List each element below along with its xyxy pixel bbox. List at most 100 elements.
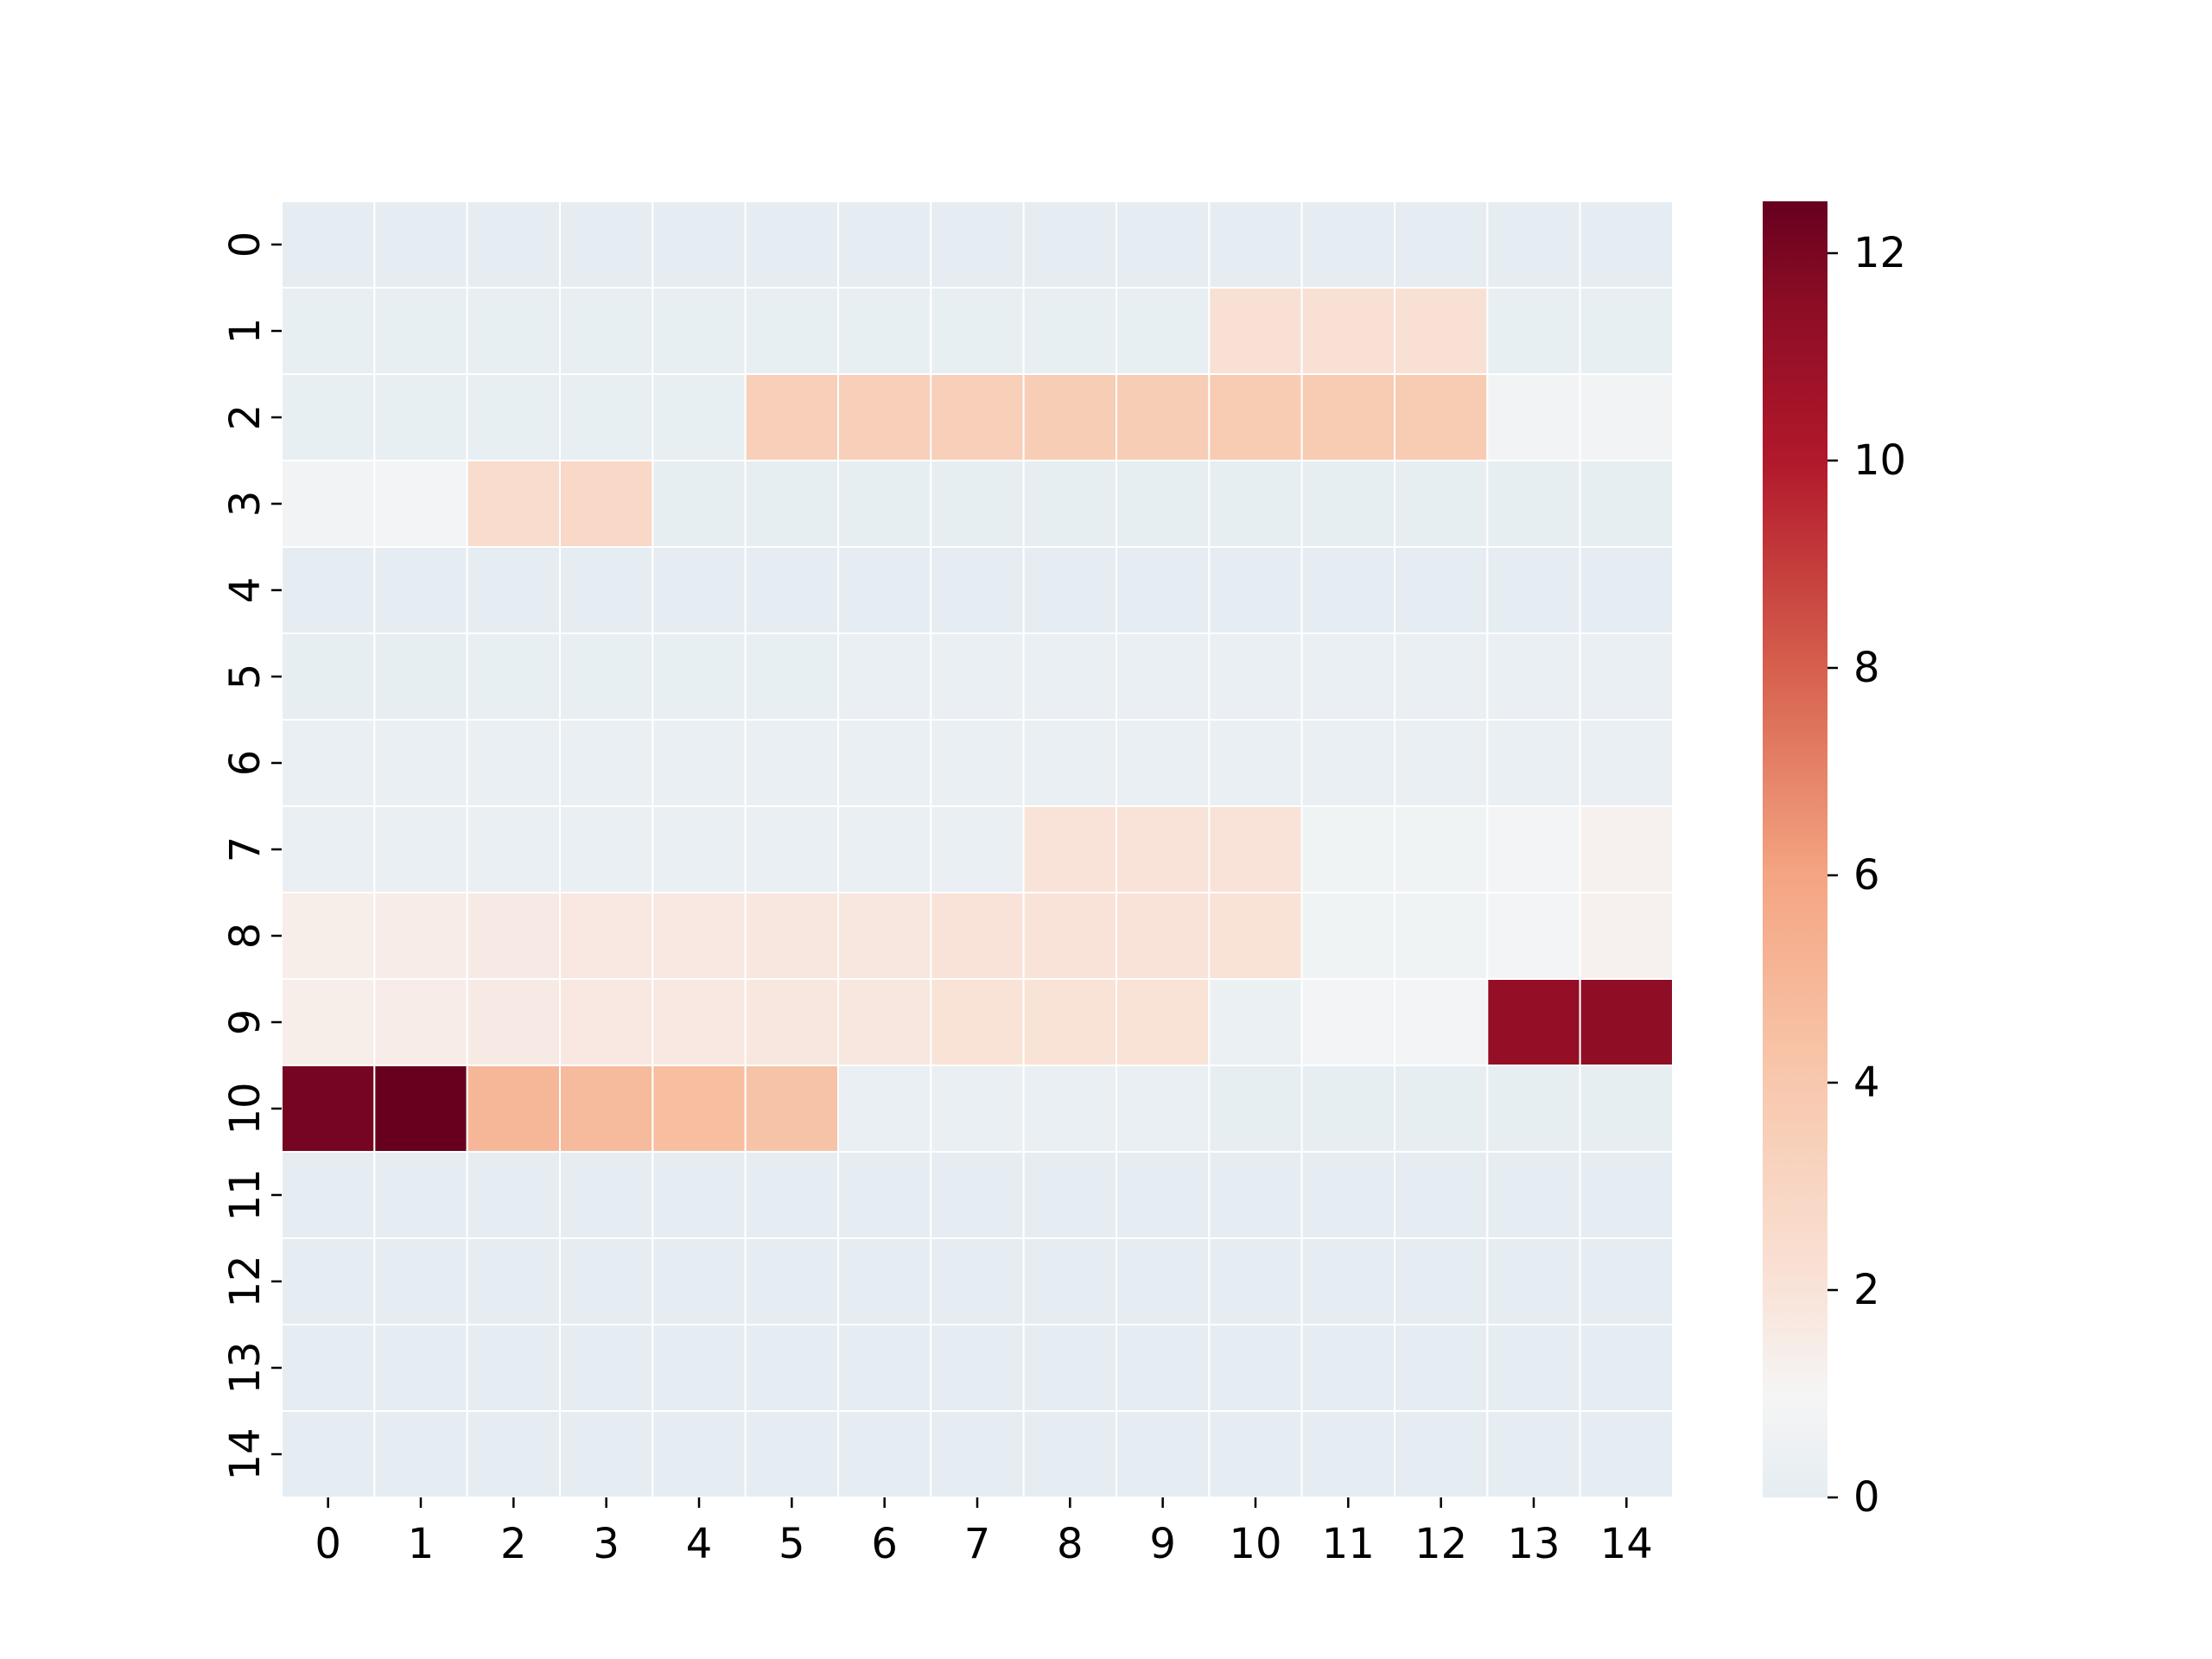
heatmap-cell-r3-c14: [1579, 460, 1674, 548]
heatmap-cell-r11-c9: [1116, 1151, 1211, 1239]
heatmap-cell-r7-c11: [1300, 805, 1395, 893]
heatmap-cell-r2-c12: [1394, 373, 1489, 461]
heatmap-cell-r6-c7: [930, 719, 1025, 807]
heatmap-cell-r2-c13: [1486, 373, 1581, 461]
heatmap-cell-r1-c8: [1022, 287, 1117, 375]
heatmap-cell-r14-c8: [1022, 1410, 1117, 1498]
heatmap-cell-r0-c6: [837, 200, 932, 289]
heatmap-cell-r0-c10: [1208, 200, 1303, 289]
heatmap-cell-r7-c1: [373, 805, 468, 893]
heatmap-cell-r14-c5: [744, 1410, 840, 1498]
heatmap-cell-r6-c4: [652, 719, 747, 807]
heatmap-cell-r9-c6: [837, 978, 932, 1066]
heatmap-cell-r9-c3: [559, 978, 654, 1066]
heatmap-cell-r1-c7: [930, 287, 1025, 375]
heatmap-cell-r13-c13: [1486, 1324, 1581, 1412]
heatmap-cell-r11-c4: [652, 1151, 747, 1239]
heatmap-cell-r13-c10: [1208, 1324, 1303, 1412]
heatmap-cell-r4-c4: [652, 546, 747, 634]
heatmap-cell-r10-c12: [1394, 1065, 1489, 1153]
x-tick-label-14: 14: [1600, 1520, 1653, 1568]
heatmap-cell-r2-c10: [1208, 373, 1303, 461]
heatmap-cell-r2-c3: [559, 373, 654, 461]
heatmap-cell-r5-c10: [1208, 632, 1303, 721]
heatmap-cell-r14-c12: [1394, 1410, 1489, 1498]
heatmap-cell-r13-c9: [1116, 1324, 1211, 1412]
heatmap-cell-r13-c4: [652, 1324, 747, 1412]
heatmap-cell-r2-c14: [1579, 373, 1674, 461]
heatmap-cell-r12-c0: [281, 1237, 376, 1325]
heatmap-cell-r11-c10: [1208, 1151, 1303, 1239]
heatmap-cell-r10-c6: [837, 1065, 932, 1153]
heatmap-cell-r6-c9: [1116, 719, 1211, 807]
heatmap-cell-r4-c12: [1394, 546, 1489, 634]
heatmap-cell-r1-c2: [466, 287, 562, 375]
heatmap-cell-r3-c13: [1486, 460, 1581, 548]
heatmap-cell-r3-c5: [744, 460, 840, 548]
heatmap-cell-r10-c0: [281, 1065, 376, 1153]
heatmap-cell-r5-c7: [930, 632, 1025, 721]
heatmap-cell-r7-c3: [559, 805, 654, 893]
y-tick-label-1: 1: [221, 318, 270, 345]
heatmap-cell-r11-c8: [1022, 1151, 1117, 1239]
heatmap-cell-r4-c5: [744, 546, 840, 634]
heatmap-cell-r7-c7: [930, 805, 1025, 893]
heatmap-cells: [281, 200, 1674, 1498]
heatmap-cell-r2-c7: [930, 373, 1025, 461]
heatmap-cell-r1-c13: [1486, 287, 1581, 375]
heatmap-cell-r5-c13: [1486, 632, 1581, 721]
heatmap-cell-r9-c10: [1208, 978, 1303, 1066]
heatmap-cell-r7-c12: [1394, 805, 1489, 893]
heatmap-cell-r9-c0: [281, 978, 376, 1066]
heatmap-cell-r9-c9: [1116, 978, 1211, 1066]
heatmap-cell-r6-c5: [744, 719, 840, 807]
colorbar-tick-label-6: 12: [1853, 229, 1906, 277]
heatmap-cell-r14-c7: [930, 1410, 1025, 1498]
heatmap-cell-r11-c12: [1394, 1151, 1489, 1239]
heatmap-cell-r7-c13: [1486, 805, 1581, 893]
heatmap-cell-r6-c0: [281, 719, 376, 807]
heatmap-cell-r12-c11: [1300, 1237, 1395, 1325]
heatmap-cell-r11-c6: [837, 1151, 932, 1239]
heatmap-cell-r7-c6: [837, 805, 932, 893]
heatmap-cell-r3-c7: [930, 460, 1025, 548]
heatmap-cell-r0-c3: [559, 200, 654, 289]
heatmap-cell-r13-c2: [466, 1324, 562, 1412]
heatmap-cell-r8-c6: [837, 892, 932, 980]
heatmap-cell-r6-c2: [466, 719, 562, 807]
heatmap-cell-r11-c1: [373, 1151, 468, 1239]
x-tick-label-4: 4: [686, 1520, 713, 1568]
heatmap-cell-r9-c1: [373, 978, 468, 1066]
heatmap-cell-r4-c11: [1300, 546, 1395, 634]
heatmap-cell-r3-c11: [1300, 460, 1395, 548]
heatmap-cell-r1-c0: [281, 287, 376, 375]
heatmap-cell-r2-c0: [281, 373, 376, 461]
heatmap-cell-r1-c1: [373, 287, 468, 375]
heatmap-cell-r10-c9: [1116, 1065, 1211, 1153]
heatmap-cell-r12-c8: [1022, 1237, 1117, 1325]
colorbar-tick-label-5: 10: [1853, 436, 1906, 485]
heatmap-cell-r14-c2: [466, 1410, 562, 1498]
heatmap-cell-r9-c7: [930, 978, 1025, 1066]
heatmap-cell-r10-c3: [559, 1065, 654, 1153]
heatmap-cell-r2-c5: [744, 373, 840, 461]
y-tick-label-14: 14: [221, 1427, 270, 1480]
y-tick-label-12: 12: [221, 1255, 270, 1307]
heatmap-cell-r12-c2: [466, 1237, 562, 1325]
y-tick-label-13: 13: [221, 1341, 270, 1394]
heatmap-cell-r5-c8: [1022, 632, 1117, 721]
heatmap-cell-r6-c14: [1579, 719, 1674, 807]
heatmap-cell-r13-c6: [837, 1324, 932, 1412]
heatmap-cell-r5-c12: [1394, 632, 1489, 721]
heatmap-cell-r5-c2: [466, 632, 562, 721]
heatmap-cell-r2-c4: [652, 373, 747, 461]
x-tick-label-10: 10: [1229, 1520, 1281, 1568]
x-tick-label-2: 2: [500, 1520, 527, 1568]
heatmap-cell-r0-c8: [1022, 200, 1117, 289]
heatmap-cell-r9-c4: [652, 978, 747, 1066]
heatmap-cell-r2-c2: [466, 373, 562, 461]
heatmap-cell-r0-c14: [1579, 200, 1674, 289]
x-tick-label-6: 6: [871, 1520, 898, 1568]
heatmap-cell-r4-c8: [1022, 546, 1117, 634]
